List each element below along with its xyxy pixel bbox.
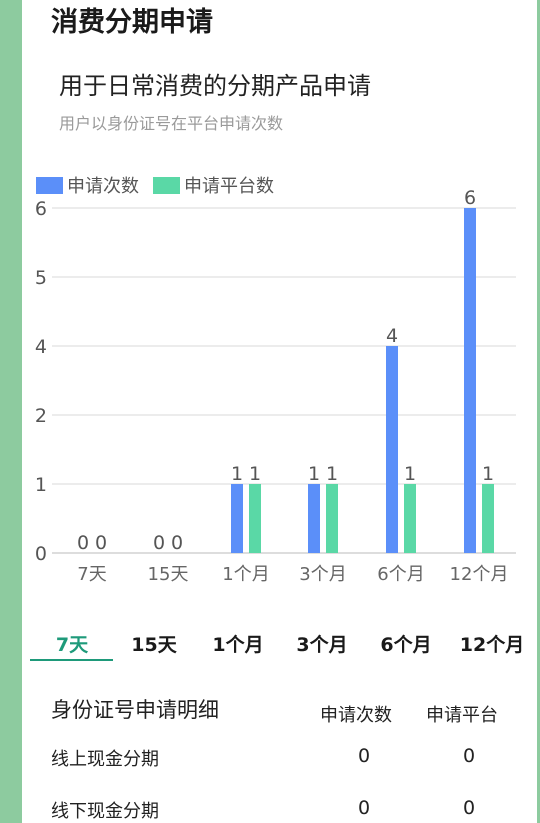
period-tabs: 7天 15天 1个月 3个月 6个月 12个月 bbox=[30, 630, 540, 660]
legend-label-count: 申请次数 bbox=[67, 176, 139, 197]
x-tick-label: 15天 bbox=[148, 564, 189, 585]
data-label: 1 bbox=[308, 463, 320, 485]
tab-15-days[interactable]: 15天 bbox=[131, 634, 177, 656]
x-tick-label: 3个月 bbox=[299, 564, 346, 585]
row-value-online-platform: 0 bbox=[462, 745, 476, 767]
y-tick-label: 5 bbox=[35, 267, 47, 289]
tab-7-days[interactable]: 7天 bbox=[55, 634, 89, 656]
row-value-offline-platform: 0 bbox=[462, 797, 476, 819]
chart-legend: 申请次数 申请平台数 bbox=[36, 172, 288, 198]
left-accent-strip bbox=[0, 0, 22, 823]
bar-platform bbox=[326, 484, 338, 553]
data-label: 1 bbox=[404, 463, 416, 485]
bar-platform bbox=[482, 484, 494, 553]
x-tick-label: 6个月 bbox=[377, 564, 424, 585]
y-tick-label: 0 bbox=[35, 543, 47, 565]
row-label-online: 线上现金分期 bbox=[51, 749, 159, 770]
bar-count bbox=[231, 484, 243, 553]
y-tick-label: 6 bbox=[35, 198, 47, 220]
right-accent-strip bbox=[537, 0, 540, 823]
row-value-online-count: 0 bbox=[357, 745, 371, 767]
card-title: 用于日常消费的分期产品申请 bbox=[59, 72, 371, 100]
tab-12-months[interactable]: 12个月 bbox=[459, 634, 525, 656]
data-label: 1 bbox=[482, 463, 494, 485]
tab-3-months[interactable]: 3个月 bbox=[296, 634, 348, 656]
bar-platform bbox=[249, 484, 261, 553]
legend-item-platform[interactable]: 申请平台数 bbox=[153, 172, 274, 198]
card-subtitle: 用户以身份证号在平台申请次数 bbox=[59, 114, 284, 133]
data-label: 0 bbox=[95, 532, 107, 554]
bar-count bbox=[308, 484, 320, 553]
legend-swatch-platform bbox=[153, 176, 180, 194]
page-title: 消费分期申请 bbox=[51, 7, 213, 38]
bar-count bbox=[464, 208, 476, 553]
legend-swatch-count bbox=[36, 176, 63, 194]
row-label-offline: 线下现金分期 bbox=[51, 801, 159, 822]
x-tick-label: 1个月 bbox=[222, 564, 269, 585]
y-tick-label: 1 bbox=[35, 474, 47, 496]
data-label: 1 bbox=[326, 463, 338, 485]
active-tab-indicator bbox=[30, 659, 113, 661]
x-tick-label: 12个月 bbox=[450, 564, 509, 585]
tab-1-month[interactable]: 1个月 bbox=[212, 634, 264, 656]
legend-item-count[interactable]: 申请次数 bbox=[36, 172, 139, 198]
bar-platform bbox=[404, 484, 416, 553]
data-label: 0 bbox=[77, 532, 89, 554]
data-label: 4 bbox=[386, 325, 398, 347]
y-tick-label: 2 bbox=[35, 405, 47, 427]
detail-title: 身份证号申请明细 bbox=[51, 698, 219, 722]
col-header-platform: 申请平台 bbox=[426, 705, 498, 726]
legend-label-platform: 申请平台数 bbox=[184, 176, 274, 197]
y-tick-label: 4 bbox=[35, 336, 47, 358]
col-header-count: 申请次数 bbox=[320, 705, 392, 726]
data-label: 1 bbox=[231, 463, 243, 485]
data-label: 0 bbox=[153, 532, 165, 554]
data-label: 6 bbox=[464, 190, 476, 209]
data-label: 1 bbox=[249, 463, 261, 485]
tab-6-months[interactable]: 6个月 bbox=[380, 634, 432, 656]
x-tick-label: 7天 bbox=[77, 564, 106, 585]
row-value-offline-count: 0 bbox=[357, 797, 371, 819]
data-label: 0 bbox=[171, 532, 183, 554]
bar-count bbox=[386, 346, 398, 553]
